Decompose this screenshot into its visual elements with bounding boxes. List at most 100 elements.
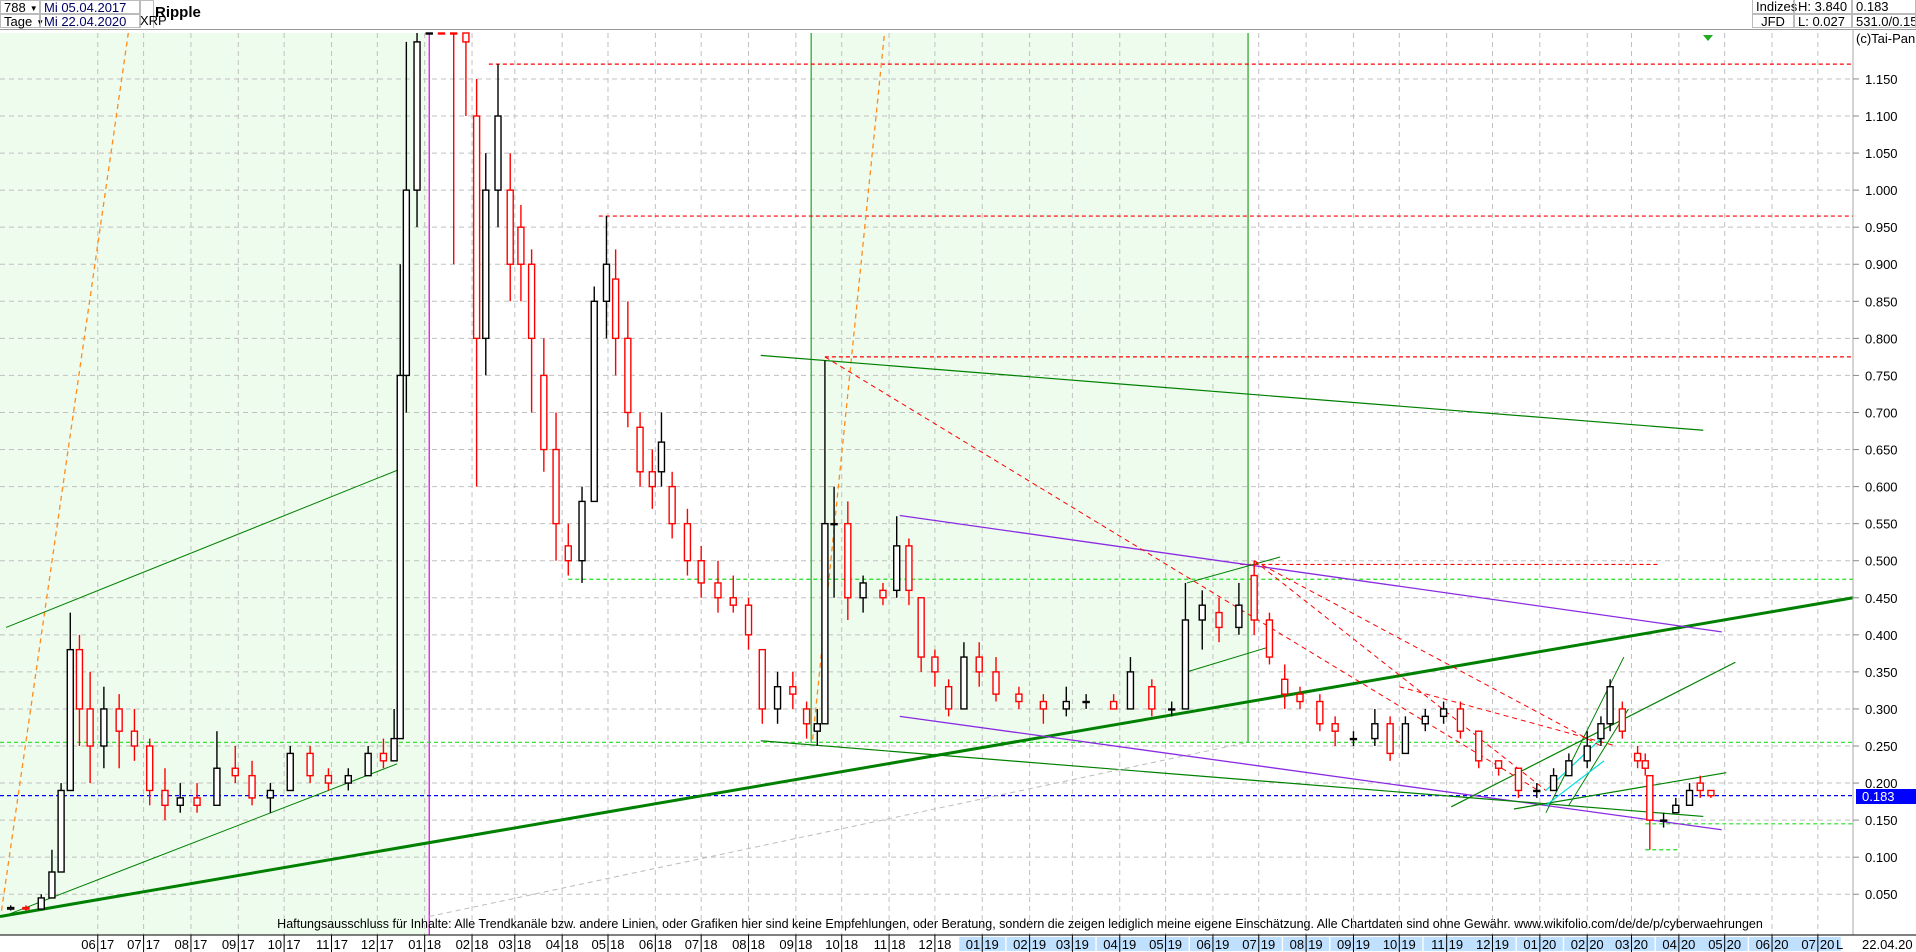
x-tick-year: 18 xyxy=(517,937,531,952)
candle-body xyxy=(248,774,256,799)
candle-body xyxy=(668,485,676,525)
candle-body xyxy=(1533,789,1541,793)
x-tick-month: 07 xyxy=(1242,937,1256,952)
y-tick-label: 0.050 xyxy=(1865,887,1898,902)
x-tick-year: 19 xyxy=(1261,937,1275,952)
candle-body xyxy=(1062,700,1070,710)
candle-body xyxy=(1296,693,1304,703)
y-tick-label: 0.650 xyxy=(1865,443,1898,458)
candle-body xyxy=(379,752,388,762)
x-tick-month: 06 xyxy=(81,937,95,952)
y-tick-label: 0.100 xyxy=(1865,850,1898,865)
chart-header: 788 Tage Mi 05.04.2017 Mi 22.04.2020 XRP… xyxy=(0,0,1916,30)
x-tick-month: 07 xyxy=(685,937,699,952)
y-tick-label: 0.700 xyxy=(1865,405,1898,420)
candle-body xyxy=(37,897,45,910)
trendline xyxy=(0,596,1854,918)
high-value: H: 3.840 xyxy=(1794,0,1852,14)
x-tick-year: 19 xyxy=(1122,937,1136,952)
y-tick-label: 0.900 xyxy=(1865,257,1898,272)
y-tick-label: 0.800 xyxy=(1865,331,1898,346)
candle-body xyxy=(286,752,294,792)
candle-count-dropdown[interactable]: 788 xyxy=(0,0,40,15)
candle-body xyxy=(1583,745,1591,762)
candle-body xyxy=(1439,708,1448,718)
candle-body xyxy=(714,582,722,599)
y-tick-label: 0.300 xyxy=(1865,702,1898,717)
candle-body xyxy=(1181,619,1190,710)
candle-body xyxy=(1549,774,1558,792)
trendline xyxy=(760,740,1704,818)
candle-body xyxy=(611,278,620,340)
x-tick-year: 19 xyxy=(1308,937,1322,952)
candle-body xyxy=(390,737,398,762)
x-tick-year: 18 xyxy=(564,937,578,952)
group1: Indizes xyxy=(1752,0,1797,14)
candle-body xyxy=(944,686,953,710)
candle-body xyxy=(636,426,644,473)
candle-body xyxy=(213,767,221,806)
candle-body xyxy=(425,32,433,35)
y-tick-label: 0.400 xyxy=(1865,628,1898,643)
candle-body xyxy=(1126,671,1135,710)
x-tick-year: 18 xyxy=(844,937,858,952)
period-dropdown[interactable]: Tage xyxy=(0,14,40,29)
x-tick-month: 12 xyxy=(1476,937,1490,952)
trendline xyxy=(899,514,1722,633)
candle-body xyxy=(1265,619,1274,658)
x-tick-month: 07 xyxy=(1801,937,1815,952)
y-tick-label: 0.450 xyxy=(1865,591,1898,606)
x-tick-year: 19 xyxy=(1215,937,1229,952)
candle-body xyxy=(482,189,490,340)
candle-body xyxy=(1456,708,1465,732)
trendline xyxy=(1545,760,1605,806)
candle-body xyxy=(813,723,821,732)
candle-body xyxy=(115,708,123,732)
date-to[interactable]: Mi 22.04.2020 xyxy=(40,14,140,29)
trendline xyxy=(5,469,398,628)
x-tick-month: 12 xyxy=(918,937,932,952)
y-tick-label: 1.150 xyxy=(1865,72,1898,87)
x-tick-month: 01 xyxy=(408,937,422,952)
x-tick-year: 17 xyxy=(286,937,300,952)
trendline xyxy=(824,356,1539,791)
candle-body xyxy=(905,545,913,592)
candle-body xyxy=(789,686,797,695)
y-tick-label: 0.600 xyxy=(1865,480,1898,495)
date-from[interactable]: Mi 05.04.2017 xyxy=(40,0,140,15)
candle-body xyxy=(1331,723,1339,732)
x-tick-month: 02 xyxy=(1013,937,1027,952)
x-tick-month: 05 xyxy=(592,937,606,952)
x-tick-month: 05 xyxy=(1708,937,1722,952)
x-tick-month: 08 xyxy=(174,937,188,952)
candle-body xyxy=(517,226,525,265)
candle-body xyxy=(22,906,30,910)
candle-body xyxy=(578,500,586,562)
x-tick-year: 19 xyxy=(1449,937,1463,952)
candle-body xyxy=(552,448,560,525)
candle-body xyxy=(1514,767,1523,792)
candle-body xyxy=(844,522,852,599)
candle-body xyxy=(364,752,372,777)
x-tick-month: 09 xyxy=(222,937,236,952)
candle-body xyxy=(744,604,753,636)
x-tick-month: 06 xyxy=(639,937,653,952)
candle-body xyxy=(450,32,458,35)
x-tick-year: 17 xyxy=(146,937,160,952)
candlestick-chart[interactable]: 0.050 0.100 0.150 0.200 0.250 0.300 0.350 0.400… xyxy=(0,29,1916,952)
candle-body xyxy=(57,789,65,873)
candle-body xyxy=(75,648,84,710)
candle-body xyxy=(992,671,1000,695)
candle-body xyxy=(1421,715,1429,725)
candle-body xyxy=(344,774,352,784)
group2: JFD xyxy=(1752,14,1794,29)
candle-body xyxy=(176,797,184,806)
x-tick-year: 17 xyxy=(193,937,207,952)
candle-body xyxy=(1082,700,1090,704)
x-tick-year: 18 xyxy=(657,937,671,952)
candle-body xyxy=(1039,700,1048,710)
x-tick-year: 18 xyxy=(751,937,765,952)
candle-body xyxy=(1215,611,1223,629)
candle-body xyxy=(130,730,139,747)
candle-body xyxy=(1386,723,1394,755)
